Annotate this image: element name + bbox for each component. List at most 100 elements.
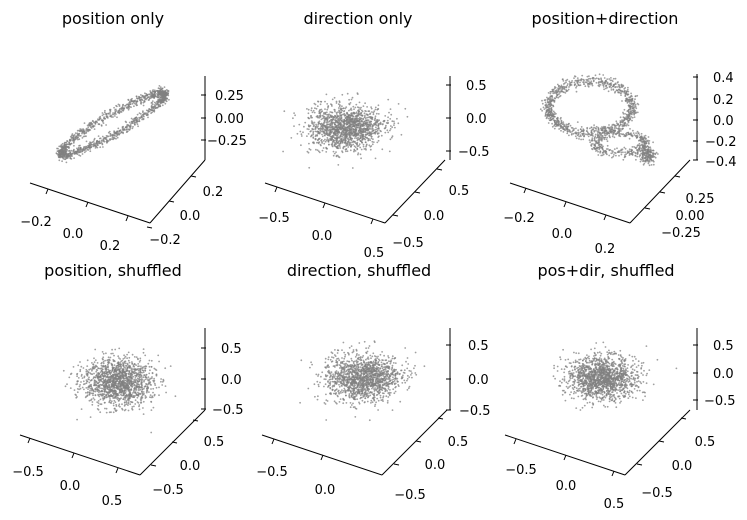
scatter-point (388, 150, 391, 153)
scatter-point (60, 155, 63, 158)
z-axis (446, 76, 451, 160)
scatter-point (89, 416, 92, 418)
scatter-point (320, 118, 323, 121)
scatter-point (149, 90, 152, 92)
scatter-point (364, 122, 367, 125)
scatter-point (303, 125, 305, 128)
scatter-point (159, 102, 162, 105)
scatter-point (162, 99, 165, 102)
scatter-point (78, 385, 81, 388)
scatter-point (300, 133, 303, 136)
scatter-point (591, 82, 593, 85)
scatter-point (635, 147, 637, 150)
scatter-point (647, 136, 650, 138)
scatter-point (367, 119, 370, 122)
scatter-point (645, 140, 648, 142)
scatter-point (577, 129, 580, 132)
scatter-point (566, 132, 569, 135)
scatter-point (116, 130, 119, 133)
scatter-point (345, 148, 348, 150)
scatter-point (621, 133, 624, 136)
scatter-point (589, 134, 592, 137)
scatter-point (335, 136, 338, 139)
scatter-point (373, 119, 376, 122)
scatter-point (71, 133, 74, 135)
scatter-point (631, 107, 634, 110)
scatter-point (587, 80, 590, 82)
scatter-point (389, 125, 392, 127)
scatter-point (618, 88, 621, 91)
scatter-point (627, 115, 629, 118)
scatter-point (631, 134, 634, 137)
scatter-point (331, 105, 333, 107)
scatter-point (598, 148, 601, 151)
scatter-point (90, 121, 92, 124)
y-tick-label: −0.2 (149, 233, 181, 248)
scatter-point (376, 129, 379, 132)
scatter-point (114, 115, 116, 117)
scatter-point (129, 123, 132, 125)
scatter-point (325, 146, 327, 149)
scatter-point (88, 124, 91, 127)
scatter-point (331, 137, 333, 140)
scatter-point (547, 109, 550, 112)
scatter-point (164, 367, 167, 370)
scatter-point (335, 146, 338, 149)
scatter-point (345, 143, 348, 146)
scatter-point (89, 146, 92, 149)
scatter-point (636, 111, 639, 114)
scatter-point (347, 146, 350, 148)
scatter-point (627, 99, 629, 102)
scatter-point (103, 111, 106, 114)
scatter-point (609, 129, 612, 131)
scatter-point (646, 158, 649, 161)
scatter-point (636, 155, 639, 158)
scatter-point (576, 77, 579, 79)
scatter-point (315, 130, 318, 133)
scatter-point (335, 113, 338, 115)
scatter-point (115, 137, 117, 140)
scatter-point (125, 129, 127, 131)
scatter-point (317, 125, 319, 127)
scatter-point (358, 106, 360, 109)
scatter-point (96, 142, 99, 145)
scatter-point (359, 135, 362, 138)
scatter-point (316, 149, 319, 152)
scatter-point (99, 137, 102, 140)
scatter-point (355, 119, 358, 122)
scatter-point (56, 152, 58, 155)
scatter-point (78, 138, 81, 141)
scatter-point (316, 134, 319, 136)
scatter-point (358, 144, 360, 147)
scatter-point (76, 418, 78, 421)
scatter-point (599, 143, 601, 146)
scatter-point (551, 125, 554, 128)
scatter-point (142, 348, 145, 350)
scatter-point (647, 155, 650, 158)
scatter-point (151, 90, 154, 93)
scatter-point (125, 103, 128, 106)
scatter-point (153, 377, 156, 380)
scatter-point (367, 124, 370, 126)
scatter-point (313, 124, 315, 127)
scatter-point (151, 111, 154, 114)
scatter-point (626, 102, 629, 104)
scatter-point (142, 118, 145, 121)
scatter-point (388, 111, 390, 114)
scatter-point (592, 80, 595, 83)
scatter-point (121, 128, 124, 131)
scatter-point (550, 107, 553, 110)
scatter-point (105, 352, 107, 355)
scatter-point (129, 103, 132, 105)
scatter-point (160, 88, 163, 90)
scatter-point (609, 83, 611, 85)
scatter-point (88, 376, 90, 379)
panel-position-direction: position+direction −0.2 0.0 0.2 0.25 0.0… (503, 9, 736, 257)
scatter-point (100, 124, 103, 126)
scatter-point (350, 134, 352, 137)
scatter-point (135, 119, 138, 122)
scatter-point (321, 126, 324, 128)
scatter-point (327, 129, 330, 132)
scatter-point (623, 125, 625, 127)
scatter-point (360, 117, 363, 120)
